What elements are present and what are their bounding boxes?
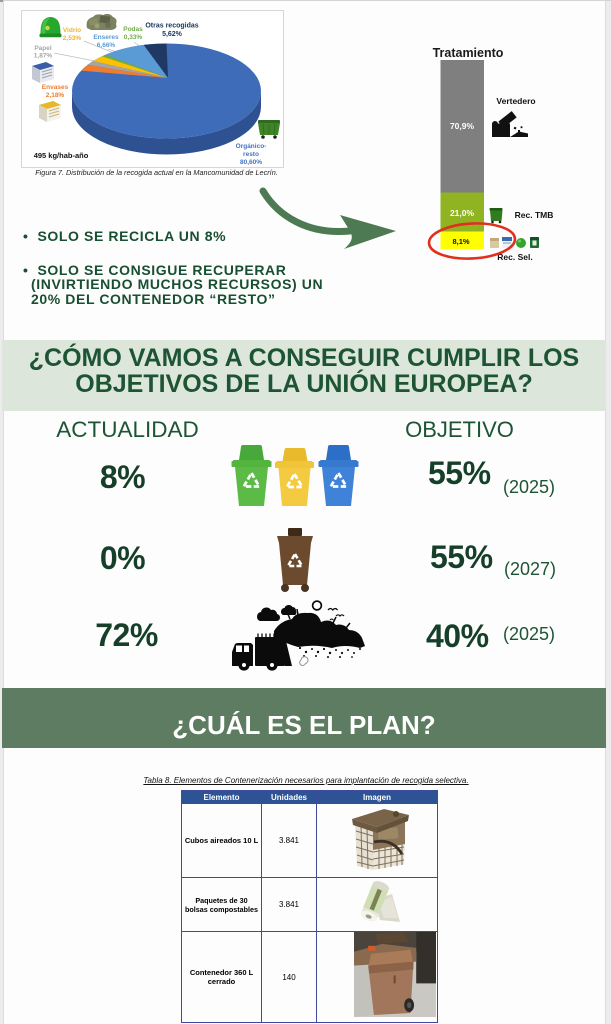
svg-text:2,18%: 2,18% <box>46 92 65 99</box>
svg-text:Vertedero: Vertedero <box>496 96 535 106</box>
svg-text:1,87%: 1,87% <box>34 53 53 60</box>
svg-text:Podas: Podas <box>123 26 143 33</box>
svg-text:21,0%: 21,0% <box>450 208 475 218</box>
svg-text:6,66%: 6,66% <box>97 42 116 49</box>
svg-text:Envases: Envases <box>42 84 69 91</box>
svg-text:80,60%: 80,60% <box>240 159 262 166</box>
svg-text:Tratamiento: Tratamiento <box>433 46 504 60</box>
svg-text:Papel: Papel <box>34 45 52 52</box>
svg-text:8,1%: 8,1% <box>452 237 469 246</box>
svg-text:Enseres: Enseres <box>93 34 119 41</box>
svg-text:Rec. TMB: Rec. TMB <box>515 210 554 220</box>
svg-text:2,53%: 2,53% <box>63 35 82 42</box>
svg-text:Otras recogidas: Otras recogidas <box>145 23 198 30</box>
svg-text:Orgánico-: Orgánico- <box>236 143 267 150</box>
svg-text:Rec. Sel.: Rec. Sel. <box>497 252 532 262</box>
svg-text:5,62%: 5,62% <box>162 31 183 38</box>
svg-text:495 kg/hab-año: 495 kg/hab-año <box>34 151 89 160</box>
svg-text:Vidrio: Vidrio <box>63 27 81 34</box>
svg-text:resto: resto <box>243 151 259 158</box>
svg-text:0,33%: 0,33% <box>124 34 143 41</box>
svg-text:70,9%: 70,9% <box>450 121 475 131</box>
